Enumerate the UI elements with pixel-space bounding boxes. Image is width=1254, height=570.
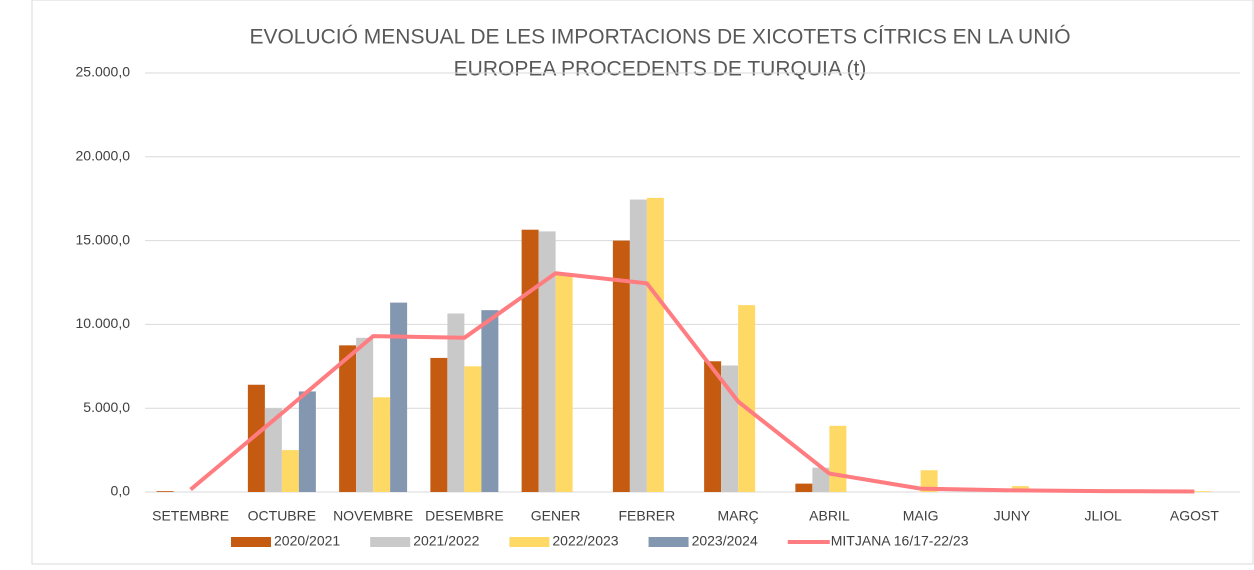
legend-label: 2021/2022 xyxy=(413,533,479,549)
bar xyxy=(521,229,539,492)
bar xyxy=(464,366,482,492)
x-tick-label: GENER xyxy=(531,508,581,524)
bar xyxy=(156,491,174,492)
x-tick-label: DESEMBRE xyxy=(425,508,504,524)
bar xyxy=(795,483,813,492)
bar xyxy=(612,240,630,492)
legend-swatch xyxy=(231,537,271,547)
x-tick-label: MAIG xyxy=(903,508,939,524)
legend-swatch xyxy=(370,537,411,547)
x-tick-label: ABRIL xyxy=(809,508,850,524)
bar xyxy=(481,310,499,492)
y-tick-label: 0,0 xyxy=(111,483,131,499)
legend-swatch xyxy=(509,537,550,547)
legend-label: 2022/2023 xyxy=(552,533,618,549)
bar xyxy=(447,313,465,492)
bar xyxy=(646,197,664,492)
y-tick-label: 15.000,0 xyxy=(76,231,131,247)
bar xyxy=(247,384,265,492)
bar xyxy=(555,274,573,492)
bar xyxy=(812,467,830,492)
bar xyxy=(339,345,357,492)
bar xyxy=(738,305,756,492)
bar xyxy=(430,357,448,492)
x-tick-label: SETEMBRE xyxy=(152,508,229,524)
bar xyxy=(281,450,299,492)
x-tick-label: JLIOL xyxy=(1084,508,1122,524)
y-tick-label: 20.000,0 xyxy=(76,148,131,164)
x-tick-label: NOVEMBRE xyxy=(333,508,413,524)
x-tick-label: FEBRER xyxy=(618,508,675,524)
bar xyxy=(298,391,316,492)
bar xyxy=(629,199,647,492)
y-tick-label: 25.000,0 xyxy=(76,64,131,80)
chart-title: EVOLUCIÓ MENSUAL DE LES IMPORTACIONS DE … xyxy=(249,26,1070,49)
bar xyxy=(1194,491,1212,492)
y-tick-label: 5.000,0 xyxy=(83,399,130,415)
bar xyxy=(390,302,408,492)
bar xyxy=(920,470,938,492)
legend-label: MITJANA 16/17-22/23 xyxy=(831,533,969,549)
line-series xyxy=(189,271,1195,494)
chart-title: EUROPEA PROCEDENTS DE TURQUIA (t) xyxy=(454,58,867,81)
legend-label: 2020/2021 xyxy=(274,533,340,549)
bar xyxy=(373,397,391,492)
bar xyxy=(356,337,374,492)
x-tick-label: MARÇ xyxy=(718,508,759,524)
y-tick-label: 10.000,0 xyxy=(76,315,131,331)
bar xyxy=(704,361,722,492)
bar xyxy=(264,408,282,492)
x-tick-label: JUNY xyxy=(994,508,1031,524)
bar xyxy=(829,425,847,492)
legend-swatch xyxy=(648,537,689,547)
legend-label: 2023/2024 xyxy=(692,533,758,549)
x-tick-label: AGOST xyxy=(1170,508,1219,524)
x-tick-label: OCTUBRE xyxy=(248,508,316,524)
bar xyxy=(538,231,556,492)
